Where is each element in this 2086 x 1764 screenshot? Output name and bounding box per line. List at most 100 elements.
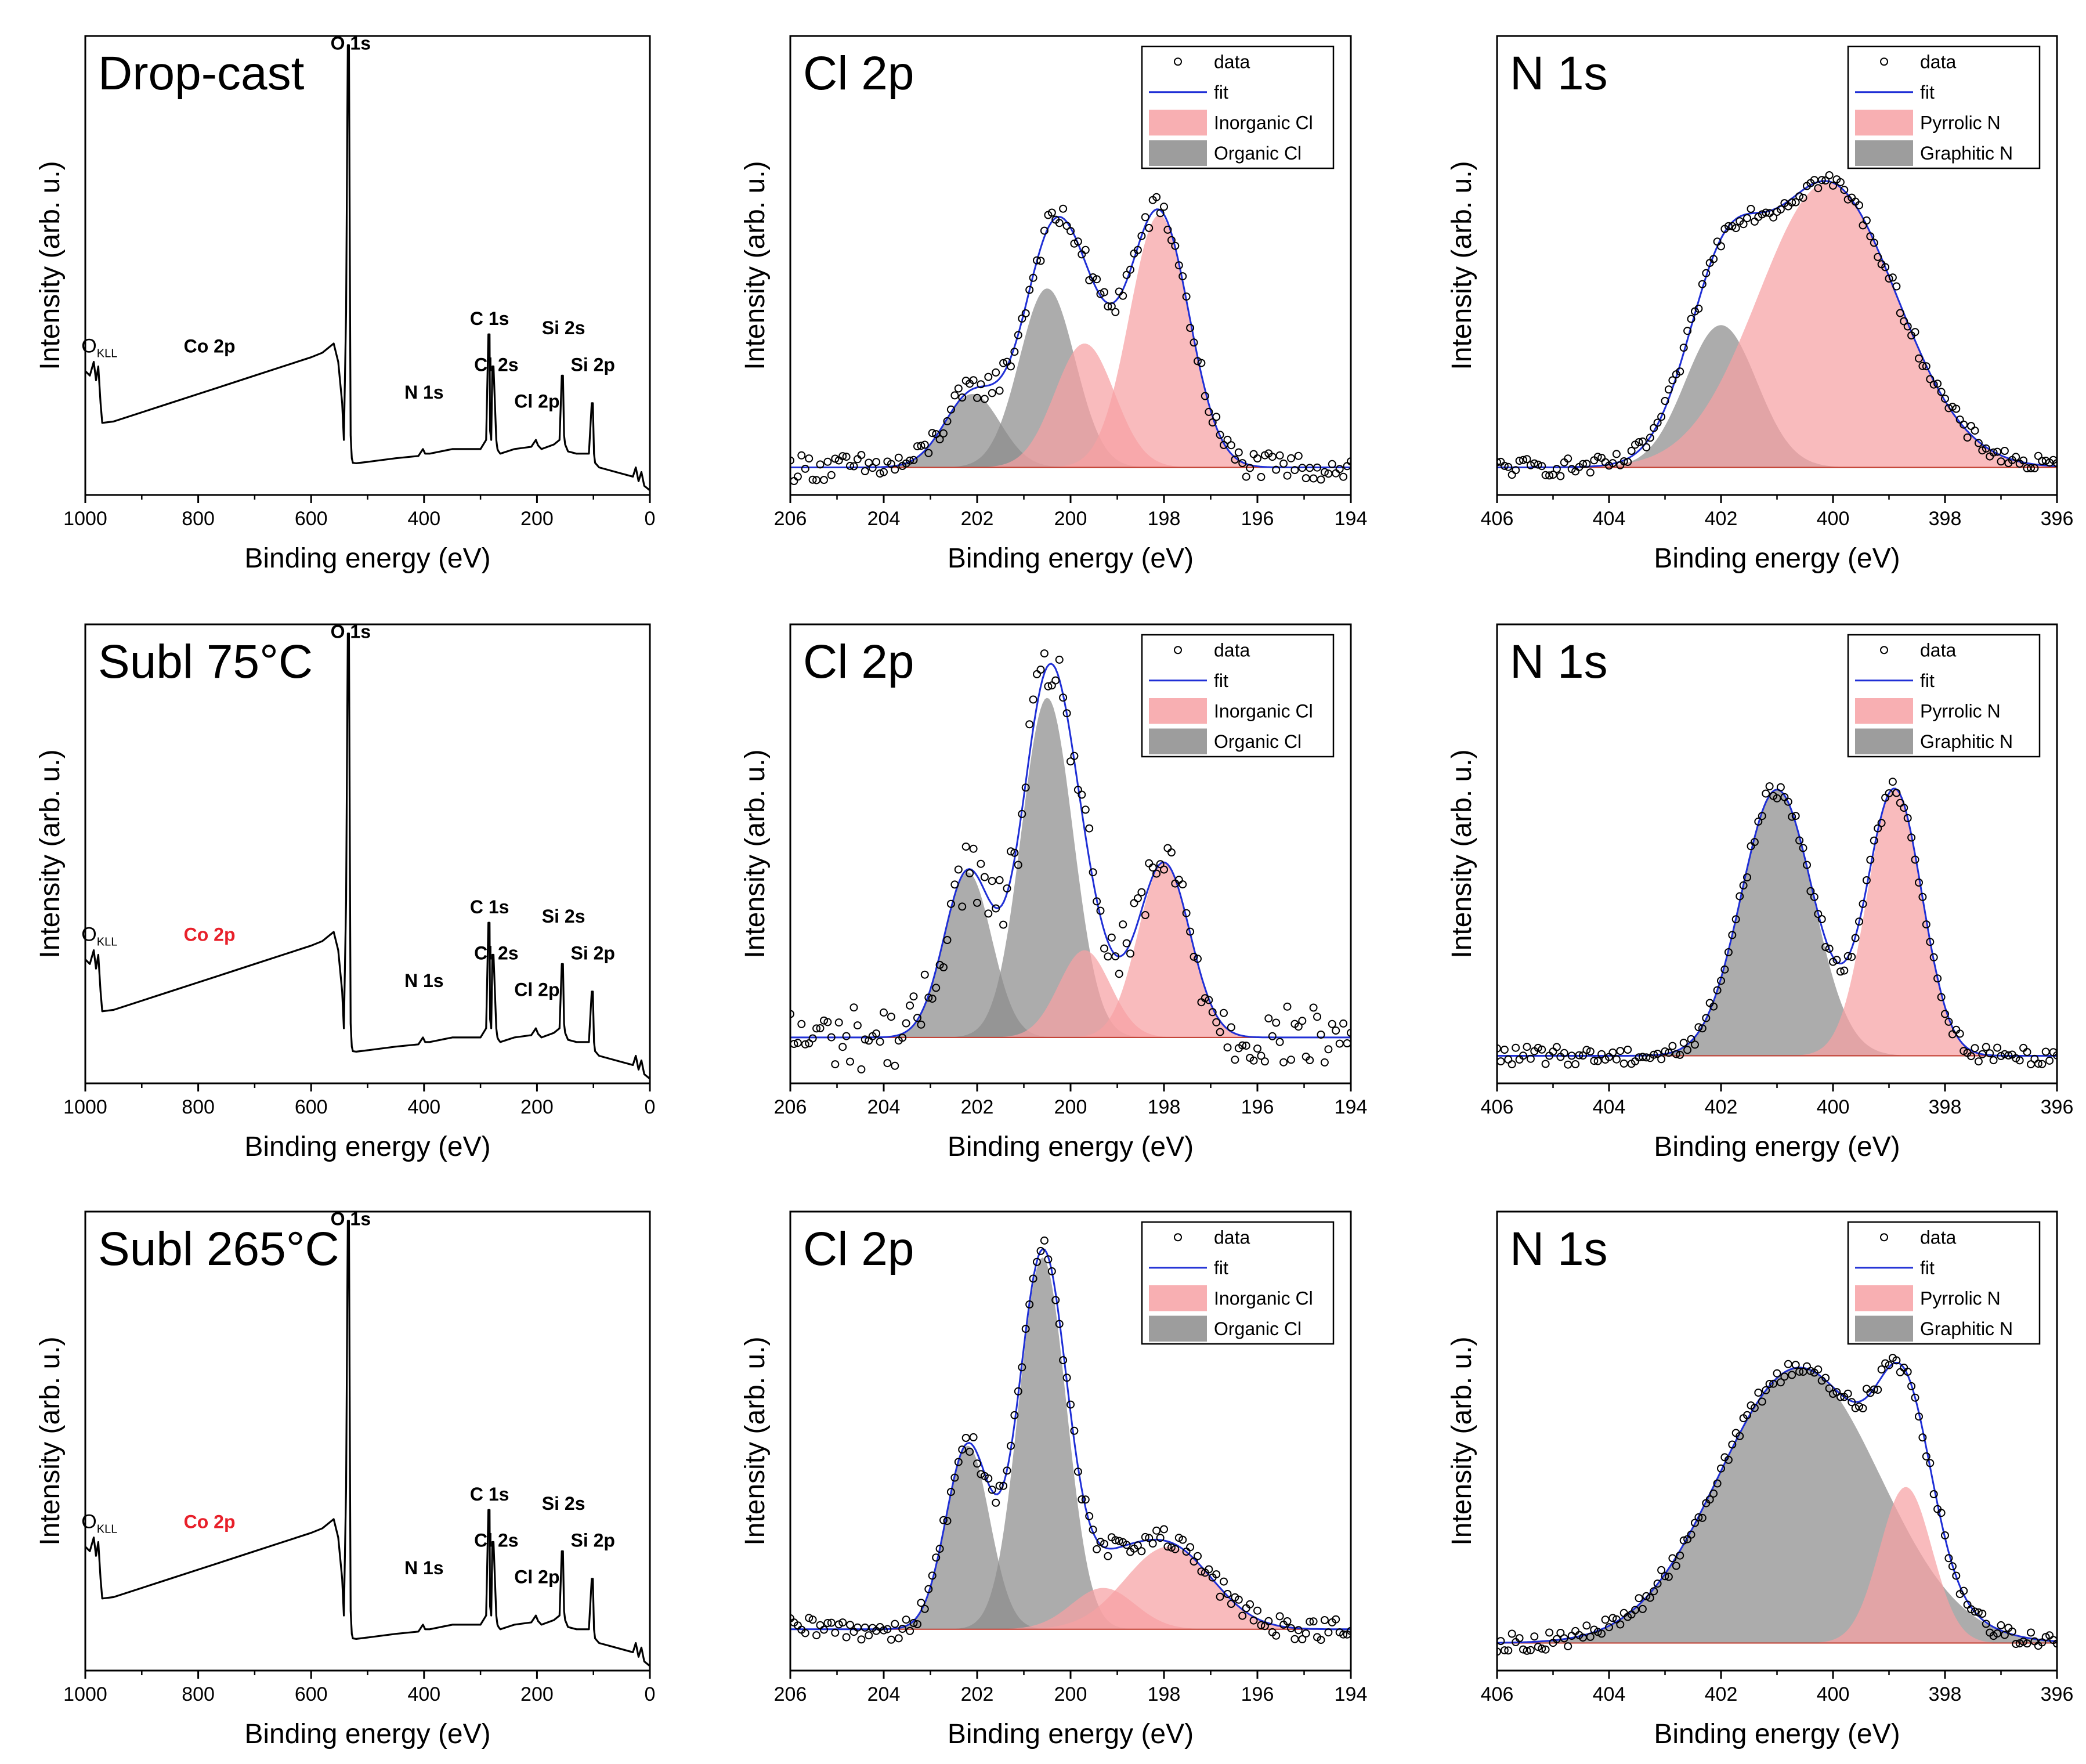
data-point	[1115, 1537, 1123, 1545]
data-point	[1073, 1467, 1082, 1476]
data-point	[1668, 1554, 1677, 1563]
data-point	[1955, 1029, 1964, 1038]
data-point	[1104, 302, 1112, 311]
data-point	[861, 1035, 869, 1044]
legend: data fit Inorganic Cl Organic Cl	[1141, 634, 1335, 758]
x-tick-label: 194	[1335, 1683, 1368, 1705]
data-point	[1907, 833, 1916, 842]
data-point	[2000, 1631, 2009, 1639]
data-point	[1216, 431, 1224, 439]
legend: data fit Pyrrolic N Graphitic N	[1847, 45, 2041, 169]
data-point	[857, 1065, 866, 1073]
data-point	[1059, 693, 1068, 702]
data-point	[1220, 1577, 1228, 1586]
data-point	[1843, 1389, 1852, 1398]
data-point	[902, 1615, 910, 1624]
data-point	[808, 1034, 817, 1043]
data-point	[1579, 460, 1587, 468]
data-point	[1941, 395, 1949, 403]
data-point	[831, 1060, 840, 1069]
legend-entry-2: Pyrrolic N	[1920, 700, 2001, 721]
data-point	[1306, 1617, 1314, 1626]
data-point	[1877, 1365, 1886, 1374]
data-point	[1784, 1360, 1792, 1368]
panel-cl2p-subl75: data fit Inorganic Cl Organic Cl 206 204 202 20…	[740, 623, 1368, 1162]
data-point	[1694, 304, 1703, 313]
data-point	[1197, 359, 1206, 367]
data-point	[1067, 227, 1075, 236]
data-point	[1205, 407, 1213, 416]
legend-swatch-3	[1855, 1315, 1913, 1342]
component-graphitic-n-peak-0	[1497, 1368, 2057, 1643]
data-point	[790, 1010, 794, 1018]
data-point	[849, 462, 858, 471]
data-point	[1335, 1039, 1344, 1048]
data-point	[1279, 459, 1288, 468]
data-point	[880, 468, 888, 476]
data-point	[1993, 1043, 2002, 1052]
data-point	[1530, 459, 1539, 468]
data-point	[834, 1018, 843, 1027]
data-point	[1257, 1621, 1266, 1629]
data-point	[1249, 450, 1258, 458]
peak-label-2: Cl 2s	[474, 354, 518, 375]
y-axis-label: Intensity (arb. u.)	[35, 161, 66, 370]
component-organic-cl-peak-1	[790, 1257, 1351, 1629]
peak-label-6: N 1s	[404, 1557, 444, 1578]
data-point	[1575, 1051, 1584, 1060]
data-point	[988, 389, 996, 397]
data-point	[1933, 974, 1942, 983]
data-point	[1515, 457, 1524, 465]
data-point	[1702, 269, 1711, 277]
data-point	[1534, 460, 1542, 469]
plot-area	[790, 1236, 1351, 1644]
x-tick-label: 200	[1054, 508, 1087, 530]
data-point	[1918, 1433, 1927, 1442]
data-point	[1564, 1642, 1572, 1651]
data-point	[1560, 1634, 1568, 1643]
data-point	[1294, 451, 1303, 460]
x-tick-label: 406	[1481, 1683, 1514, 1705]
data-point	[1497, 458, 1501, 467]
data-point	[928, 429, 937, 438]
data-point	[1657, 1566, 1666, 1574]
data-point	[1163, 844, 1172, 852]
data-point	[995, 386, 1004, 395]
x-tick-label: 1000	[63, 1683, 107, 1705]
data-point	[1821, 1373, 1830, 1382]
data-point	[891, 1061, 899, 1070]
data-point	[1799, 1368, 1807, 1376]
x-tick-label: 200	[1054, 1683, 1087, 1705]
data-point	[950, 391, 959, 400]
data-point	[1294, 1022, 1303, 1031]
data-point	[1182, 909, 1191, 917]
data-point	[1272, 465, 1281, 474]
data-point	[1089, 1526, 1097, 1534]
data-point	[1881, 1359, 1890, 1368]
x-axis-label: Binding energy (eV)	[1654, 543, 1900, 574]
data-point	[797, 1020, 806, 1028]
data-point	[801, 1629, 809, 1638]
data-point	[1817, 915, 1826, 923]
data-point	[1021, 309, 1030, 317]
legend-swatch-2	[1149, 698, 1207, 724]
data-point	[1178, 272, 1187, 281]
legend-swatch-2	[1855, 1285, 1913, 1311]
data-point	[1664, 1573, 1673, 1581]
data-point	[973, 1459, 981, 1468]
survey-spectrum-line	[85, 44, 650, 491]
x-tick-label: 196	[1241, 508, 1274, 530]
data-point	[1268, 1032, 1277, 1040]
data-point	[1776, 783, 1785, 791]
panel-title: N 1s	[1510, 1223, 1608, 1275]
data-point	[1010, 848, 1019, 857]
data-point	[793, 1039, 802, 1047]
peak-label-8: OKLL	[81, 1511, 117, 1536]
data-point	[984, 909, 993, 918]
data-point	[1249, 1616, 1258, 1625]
x-tick-label: 194	[1335, 1096, 1368, 1118]
data-point	[1216, 1592, 1224, 1601]
data-point	[1111, 1536, 1120, 1545]
data-point	[1672, 1561, 1680, 1570]
